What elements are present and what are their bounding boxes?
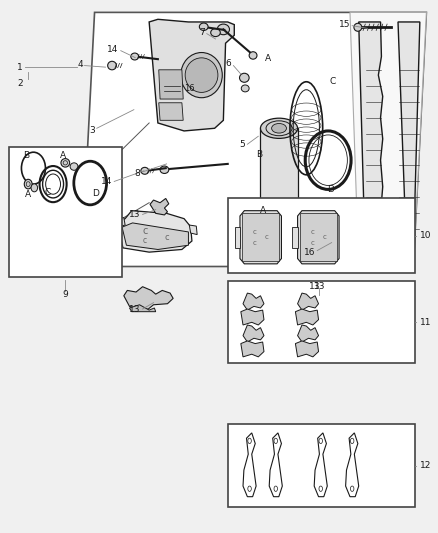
Text: c: c — [310, 229, 314, 235]
Polygon shape — [297, 325, 318, 342]
Polygon shape — [159, 103, 183, 120]
Polygon shape — [241, 309, 264, 325]
Polygon shape — [359, 22, 383, 259]
Ellipse shape — [70, 163, 78, 170]
Ellipse shape — [241, 85, 249, 92]
Polygon shape — [149, 19, 234, 131]
Polygon shape — [292, 227, 297, 248]
Polygon shape — [295, 341, 318, 357]
Polygon shape — [240, 211, 282, 264]
Text: 7: 7 — [199, 28, 205, 37]
Text: A: A — [60, 151, 66, 160]
Text: B: B — [23, 151, 29, 160]
Text: 5: 5 — [240, 140, 245, 149]
Ellipse shape — [61, 159, 70, 167]
Ellipse shape — [185, 58, 218, 92]
Text: c: c — [143, 237, 147, 246]
Polygon shape — [241, 341, 264, 357]
Polygon shape — [189, 225, 197, 235]
Polygon shape — [300, 213, 337, 261]
Bar — [261, 128, 297, 221]
Text: 13: 13 — [129, 304, 141, 313]
Text: 12: 12 — [420, 462, 431, 470]
Text: 10: 10 — [420, 231, 431, 240]
Ellipse shape — [131, 53, 139, 60]
Ellipse shape — [211, 29, 220, 37]
Text: 16: 16 — [184, 84, 194, 93]
Text: 3: 3 — [89, 126, 95, 135]
Text: c: c — [323, 235, 326, 240]
Ellipse shape — [181, 53, 222, 98]
Text: C: C — [329, 77, 336, 86]
Text: 11: 11 — [420, 318, 431, 327]
Text: c: c — [265, 235, 269, 240]
Text: A: A — [25, 190, 31, 199]
Text: 2: 2 — [17, 78, 22, 87]
Polygon shape — [124, 287, 173, 310]
Bar — [228, 281, 416, 364]
Text: 1: 1 — [17, 63, 22, 71]
Bar — [9, 147, 122, 277]
Polygon shape — [81, 12, 426, 266]
Text: 13: 13 — [129, 210, 141, 219]
Ellipse shape — [240, 73, 249, 82]
Text: C: C — [45, 188, 51, 197]
Polygon shape — [235, 227, 240, 248]
Ellipse shape — [272, 124, 286, 133]
Ellipse shape — [259, 200, 267, 208]
Ellipse shape — [31, 184, 38, 192]
Ellipse shape — [199, 23, 208, 30]
Text: c: c — [142, 226, 148, 236]
Ellipse shape — [261, 211, 297, 231]
Text: 13: 13 — [314, 282, 325, 291]
Ellipse shape — [217, 24, 230, 35]
Polygon shape — [297, 293, 318, 310]
Polygon shape — [159, 70, 183, 99]
Text: 9: 9 — [63, 289, 68, 298]
Text: 14: 14 — [101, 177, 112, 186]
Text: 6: 6 — [226, 59, 231, 68]
Ellipse shape — [354, 23, 362, 31]
Text: c: c — [253, 239, 256, 246]
Ellipse shape — [141, 167, 149, 174]
Text: 13: 13 — [309, 282, 321, 291]
Polygon shape — [150, 198, 169, 215]
Polygon shape — [242, 213, 279, 261]
Ellipse shape — [261, 118, 297, 139]
Text: 8: 8 — [134, 169, 141, 178]
Text: 14: 14 — [107, 45, 119, 54]
Text: c: c — [164, 233, 169, 242]
Polygon shape — [118, 217, 125, 227]
Text: D: D — [327, 185, 334, 194]
Polygon shape — [130, 305, 155, 312]
Text: D: D — [92, 189, 99, 198]
Polygon shape — [122, 223, 188, 249]
Ellipse shape — [24, 179, 32, 189]
Text: c: c — [253, 229, 256, 235]
Text: 15: 15 — [339, 20, 350, 29]
Polygon shape — [243, 325, 264, 342]
Polygon shape — [297, 211, 339, 264]
Polygon shape — [118, 211, 192, 252]
Bar — [228, 424, 416, 507]
Text: A: A — [265, 54, 272, 62]
Text: 4: 4 — [77, 60, 83, 69]
Ellipse shape — [108, 61, 117, 70]
Polygon shape — [243, 293, 264, 310]
Text: A: A — [260, 206, 266, 215]
Polygon shape — [398, 22, 420, 259]
Bar — [228, 198, 416, 273]
Text: 16: 16 — [304, 248, 315, 257]
Text: B: B — [256, 150, 262, 159]
Ellipse shape — [160, 166, 169, 173]
Text: c: c — [310, 239, 314, 246]
Polygon shape — [295, 309, 318, 325]
Polygon shape — [350, 12, 426, 266]
Ellipse shape — [249, 52, 257, 59]
